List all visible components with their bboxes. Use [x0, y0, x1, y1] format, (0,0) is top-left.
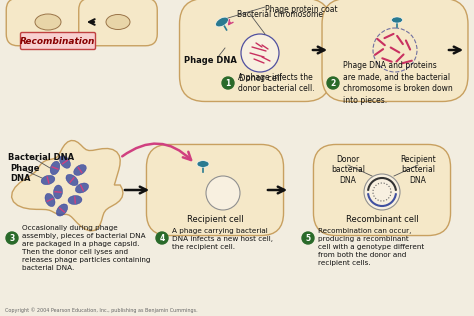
- FancyBboxPatch shape: [6, 0, 90, 46]
- Text: Recombinant cell: Recombinant cell: [346, 215, 419, 224]
- Circle shape: [206, 176, 240, 210]
- Text: A phage infects the
donor bacterial cell.: A phage infects the donor bacterial cell…: [238, 73, 315, 94]
- Ellipse shape: [74, 165, 86, 175]
- Text: A phage carrying bacterial
DNA infects a new host cell,
the recipient cell.: A phage carrying bacterial DNA infects a…: [172, 228, 273, 250]
- FancyBboxPatch shape: [20, 33, 95, 50]
- Ellipse shape: [106, 15, 130, 29]
- Polygon shape: [11, 141, 123, 231]
- Text: 3: 3: [9, 234, 15, 243]
- FancyBboxPatch shape: [146, 144, 283, 235]
- Text: Phage protein coat: Phage protein coat: [265, 5, 337, 14]
- Text: Occasionally during phage
assembly, pieces of bacterial DNA
are packaged in a ph: Occasionally during phage assembly, piec…: [22, 225, 151, 271]
- Circle shape: [364, 174, 400, 210]
- Circle shape: [222, 77, 234, 89]
- Ellipse shape: [54, 185, 63, 199]
- Ellipse shape: [45, 193, 55, 207]
- Circle shape: [302, 232, 314, 244]
- Text: Recipient
bacterial
DNA: Recipient bacterial DNA: [400, 155, 436, 185]
- Text: Recipient cell: Recipient cell: [187, 215, 243, 224]
- Text: Phage DNA and proteins
are made, and the bacterial
chromosome is broken down
int: Phage DNA and proteins are made, and the…: [343, 61, 453, 105]
- Circle shape: [156, 232, 168, 244]
- Text: Phage DNA: Phage DNA: [183, 56, 237, 65]
- Ellipse shape: [60, 156, 71, 168]
- Text: 5: 5: [305, 234, 310, 243]
- Ellipse shape: [66, 174, 78, 186]
- FancyBboxPatch shape: [313, 144, 451, 235]
- Text: Recombination can occur,
producing a recombinant
cell with a genotype different
: Recombination can occur, producing a rec…: [318, 228, 424, 266]
- FancyBboxPatch shape: [180, 0, 330, 101]
- Text: Copyright © 2004 Pearson Education, Inc., publishing as Benjamin Cummings.: Copyright © 2004 Pearson Education, Inc.…: [5, 307, 198, 313]
- Ellipse shape: [197, 161, 209, 167]
- Ellipse shape: [68, 196, 82, 204]
- Text: Donor
bacterial
DNA: Donor bacterial DNA: [331, 155, 365, 185]
- Circle shape: [327, 77, 339, 89]
- FancyBboxPatch shape: [79, 0, 157, 46]
- Ellipse shape: [75, 183, 89, 193]
- Ellipse shape: [41, 175, 55, 185]
- Circle shape: [241, 34, 279, 72]
- Text: Donor cell: Donor cell: [238, 74, 282, 83]
- Text: 2: 2: [330, 79, 336, 88]
- Text: Recombination: Recombination: [20, 37, 96, 46]
- Text: Bacterial chromosome: Bacterial chromosome: [237, 10, 323, 19]
- Ellipse shape: [216, 17, 228, 27]
- Circle shape: [6, 232, 18, 244]
- Ellipse shape: [56, 204, 68, 216]
- Text: Phage
DNA: Phage DNA: [10, 164, 39, 183]
- Ellipse shape: [35, 14, 61, 30]
- Ellipse shape: [392, 17, 402, 23]
- Ellipse shape: [50, 161, 60, 175]
- Text: Bacterial DNA: Bacterial DNA: [8, 153, 74, 162]
- Text: 4: 4: [159, 234, 164, 243]
- FancyBboxPatch shape: [322, 0, 468, 101]
- Text: 1: 1: [225, 79, 231, 88]
